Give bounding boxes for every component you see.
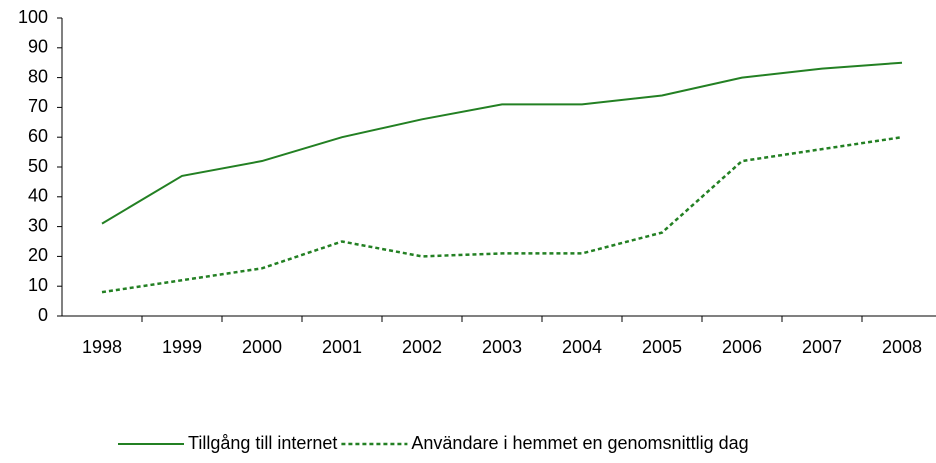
x-tick-label: 1998	[82, 337, 122, 357]
y-tick-label: 80	[28, 66, 48, 86]
legend-label: Tillgång till internet	[188, 433, 337, 453]
y-tick-label: 0	[38, 305, 48, 325]
y-tick-label: 40	[28, 186, 48, 206]
x-tick-label: 1999	[162, 337, 202, 357]
x-tick-label: 2006	[722, 337, 762, 357]
x-tick-label: 2002	[402, 337, 442, 357]
legend-label: Användare i hemmet en genomsnittlig dag	[411, 433, 748, 453]
x-tick-label: 2004	[562, 337, 602, 357]
series-line	[101, 135, 903, 294]
y-tick-label: 30	[28, 215, 48, 235]
y-tick-label: 90	[28, 37, 48, 57]
x-tick-label: 2005	[642, 337, 682, 357]
y-tick-label: 70	[28, 96, 48, 116]
y-tick-label: 50	[28, 156, 48, 176]
x-tick-label: 2007	[802, 337, 842, 357]
y-tick-label: 100	[18, 7, 48, 27]
y-tick-label: 60	[28, 126, 48, 146]
x-tick-label: 2000	[242, 337, 282, 357]
y-tick-label: 20	[28, 245, 48, 265]
x-tick-label: 2003	[482, 337, 522, 357]
series-line	[101, 61, 903, 225]
x-tick-label: 2008	[882, 337, 922, 357]
y-tick-label: 10	[28, 275, 48, 295]
x-tick-label: 2001	[322, 337, 362, 357]
